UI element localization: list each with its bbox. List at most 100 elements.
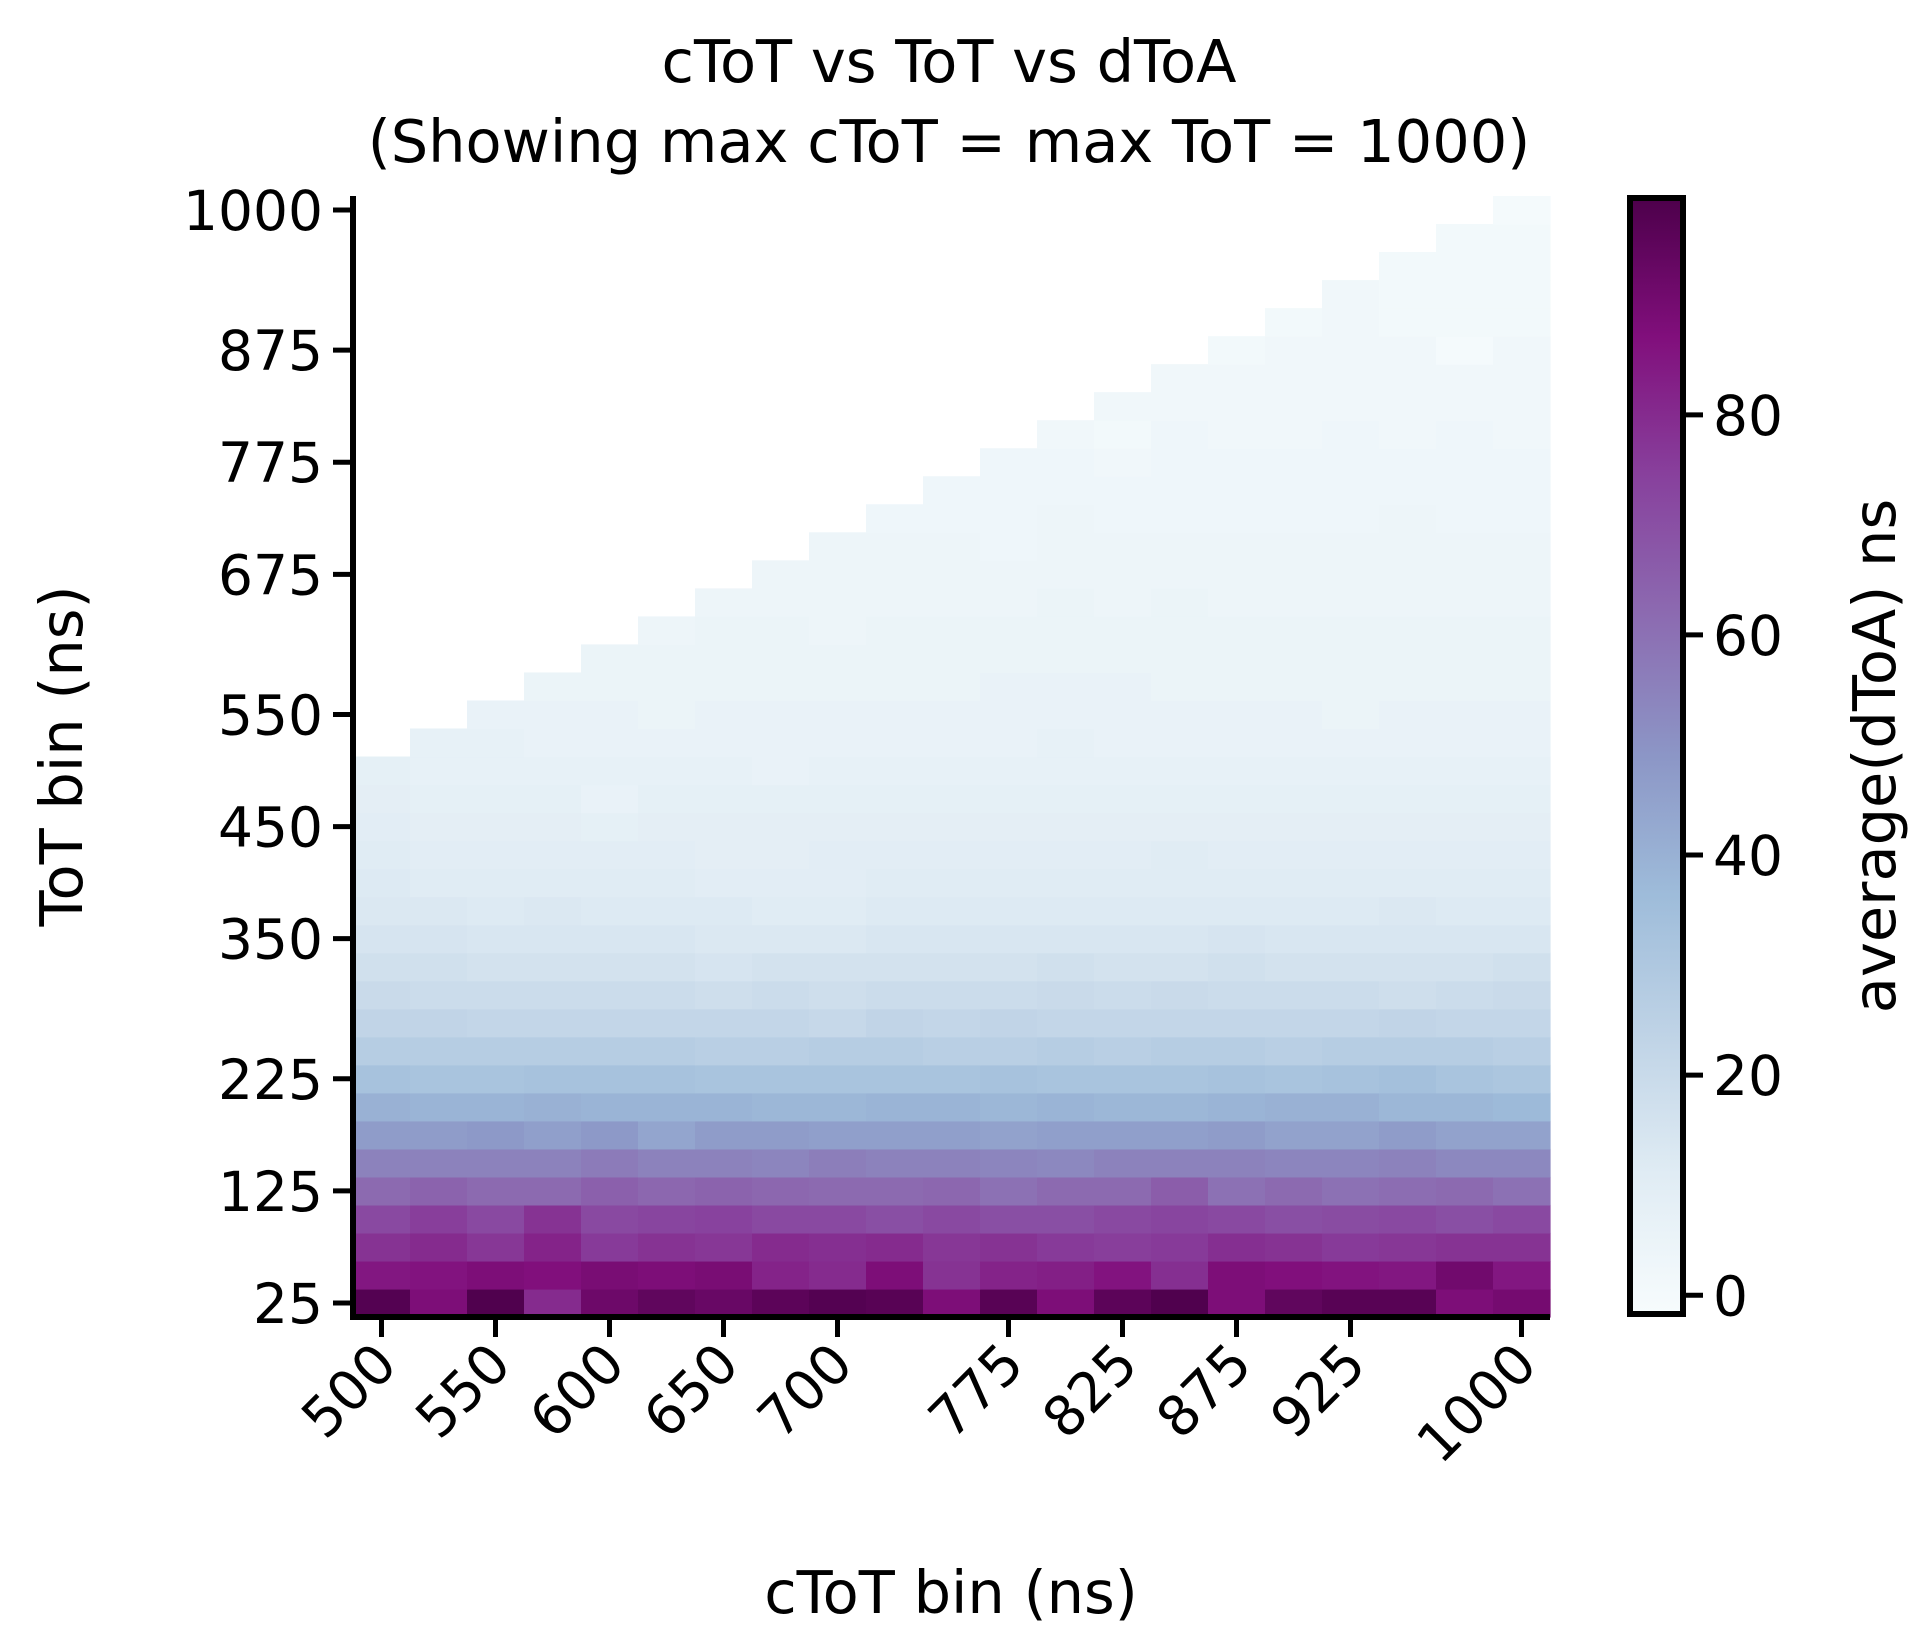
heatmap-cell [752,924,810,954]
heatmap-cell [353,980,411,1010]
heatmap-cell [1094,644,1152,674]
heatmap-cell [1151,1204,1209,1234]
heatmap-cell [1322,280,1380,309]
heatmap-cell [1322,392,1380,421]
heatmap-cell [1493,868,1551,898]
heatmap-cell [1379,364,1437,393]
heatmap-cell [1436,280,1494,309]
heatmap-cell [1037,672,1095,702]
heatmap-cell [809,1232,867,1262]
heatmap-cell [1208,532,1266,561]
heatmap-cell [923,952,981,982]
heatmap-cell [1151,756,1209,786]
heatmap-cell [524,1260,582,1290]
heatmap-cell [467,756,525,786]
heatmap-cell [467,1288,525,1318]
heatmap-cell [1265,532,1323,561]
heatmap-cell [638,644,696,674]
heatmap-cell [1037,952,1095,982]
heatmap-cell [638,1232,696,1262]
heatmap-cell [1151,812,1209,842]
heatmap-cell [1265,952,1323,982]
heatmap-cell [1379,280,1437,309]
heatmap-cell [1208,504,1266,533]
heatmap-cell [1436,616,1494,645]
heatmap-cell [1379,336,1437,365]
heatmap-cell [1208,392,1266,421]
heatmap-cell [1151,728,1209,758]
heatmap-cell [467,784,525,814]
heatmap-cell [980,812,1038,842]
heatmap-cell [1151,504,1209,533]
heatmap-cell [581,1204,639,1234]
heatmap-cell [1379,896,1437,926]
heatmap-cell [1094,812,1152,842]
heatmap-cell [1379,700,1437,730]
heatmap-cell [581,1092,639,1122]
heatmap-cell [752,1092,810,1122]
heatmap-cell [1493,1064,1551,1094]
heatmap-cell [1493,728,1551,758]
heatmap-cell [1322,672,1380,702]
heatmap-cell [581,1008,639,1038]
heatmap-cell [1493,896,1551,926]
heatmap-cell [638,672,696,702]
heatmap-cell [1208,1148,1266,1178]
heatmap-cell [1151,1232,1209,1262]
heatmap-cell [695,868,753,898]
heatmap-cell [410,980,468,1010]
heatmap-cell [1493,756,1551,786]
heatmap-cell [923,672,981,702]
heatmap-cell [980,560,1038,589]
heatmap-cell [1379,812,1437,842]
heatmap-cell [1379,476,1437,505]
heatmap-cell [524,672,582,702]
heatmap-cell [353,784,411,814]
heatmap-cell [980,1204,1038,1234]
heatmap-cell [752,784,810,814]
heatmap-cell [1265,616,1323,645]
x-tick-label: 1000 [1404,1331,1548,1475]
heatmap-cell [467,924,525,954]
heatmap-cell [923,644,981,674]
colorbar-tick-label: 40 [1713,824,1783,888]
heatmap-cell [1151,784,1209,814]
heatmap-cell [353,1176,411,1206]
heatmap-cell [353,896,411,926]
heatmap-cell [1151,868,1209,898]
heatmap-cell [410,1176,468,1206]
x-tick-label: 925 [1258,1331,1377,1450]
heatmap-cell [695,1176,753,1206]
heatmap-cell [809,588,867,617]
heatmap-cell [1037,448,1095,477]
heatmap-cell [581,924,639,954]
heatmap-cell [1379,728,1437,758]
heatmap-cell [467,1204,525,1234]
heatmap-cell [923,924,981,954]
heatmap-cell [353,756,411,786]
heatmap-cell [1379,252,1437,281]
heatmap-cell [866,868,924,898]
heatmap-cell [980,448,1038,477]
heatmap-cell [1493,364,1551,393]
heatmap-cell [467,1064,525,1094]
heatmap-cell [752,868,810,898]
heatmap-cell [1265,924,1323,954]
heatmap-cell [1493,1260,1551,1290]
heatmap-cell [581,756,639,786]
heatmap-cell [1094,504,1152,533]
heatmap-cell [1493,1092,1551,1122]
heatmap-cell [866,588,924,617]
heatmap-cell [1436,252,1494,281]
heatmap-cell [1265,420,1323,449]
heatmap-cell [467,700,525,730]
heatmap-cell [1208,840,1266,870]
heatmap-cell [695,1120,753,1150]
heatmap-cell [524,840,582,870]
heatmap-cell [1151,588,1209,617]
colorbar-tick-label: 80 [1713,384,1783,448]
heatmap-cell [866,1204,924,1234]
heatmap-cell [1265,1260,1323,1290]
heatmap-cell [980,896,1038,926]
heatmap-cell [1322,1036,1380,1066]
